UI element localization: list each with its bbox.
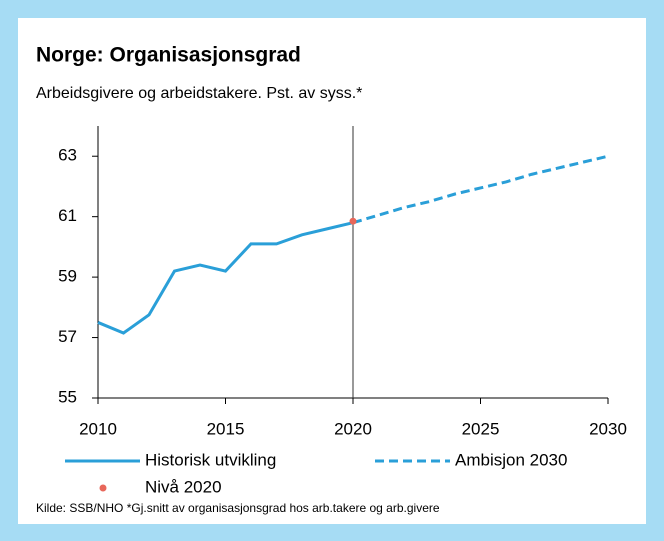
- legend-label: Ambisjon 2030: [455, 450, 567, 469]
- x-tick-label: 2010: [79, 419, 117, 438]
- line: [97, 221, 354, 335]
- legend-label: Historisk utvikling: [145, 450, 276, 469]
- y-tick-label: 59: [58, 267, 77, 286]
- marker: [349, 217, 357, 225]
- x-tick-label: 2025: [462, 419, 500, 438]
- legend-marker: [99, 484, 107, 492]
- x-tick-label: 2015: [207, 419, 245, 438]
- chart-title: Norge: Organisasjonsgrad: [36, 44, 301, 67]
- legend-label: Nivå 2020: [145, 477, 222, 496]
- y-tick-label: 63: [58, 146, 77, 165]
- line: [352, 154, 609, 225]
- x-tick-label: 2020: [334, 419, 372, 438]
- chart-subtitle: Arbeidsgivere og arbeidstakere. Pst. av …: [36, 85, 362, 102]
- y-tick-label: 55: [58, 387, 77, 406]
- y-tick-label: 57: [58, 327, 77, 346]
- y-tick-label: 61: [58, 206, 77, 225]
- x-tick-label: 2030: [589, 419, 627, 438]
- source: Kilde: SSB/NHO *Gj.snitt av organisasjon…: [36, 501, 440, 515]
- panel: [18, 18, 646, 524]
